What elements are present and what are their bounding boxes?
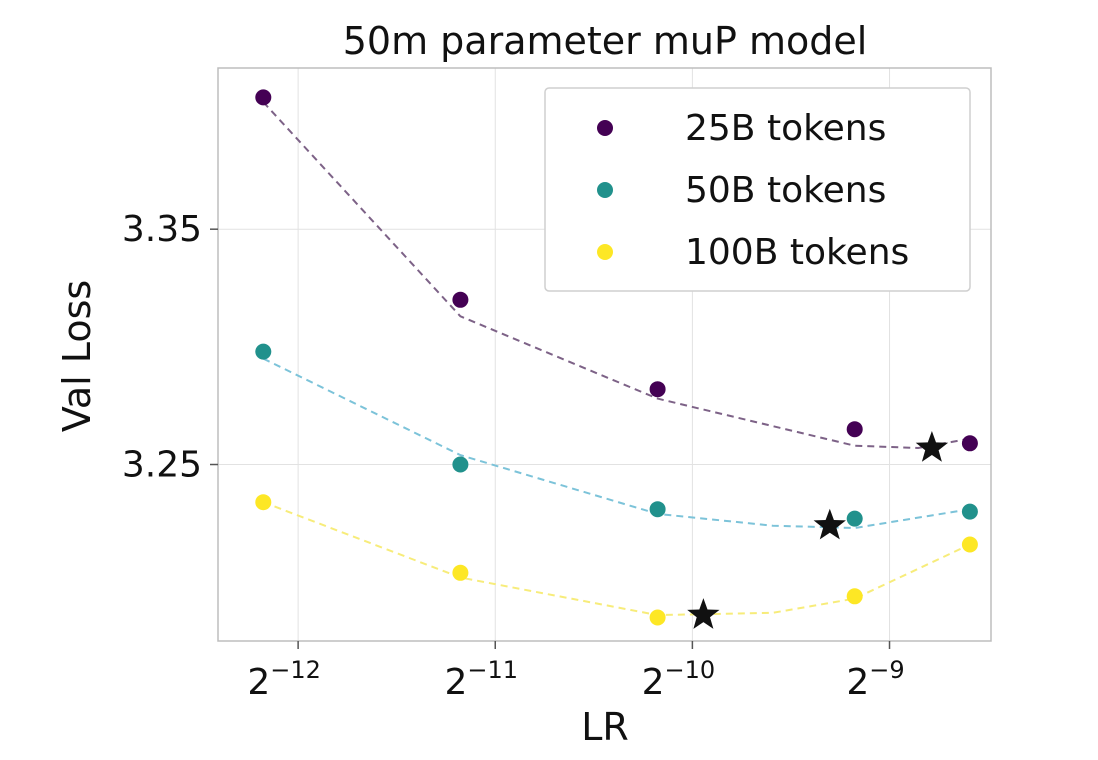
x-tick-base: 2 [444,662,467,703]
data-point-series-1 [649,501,666,518]
x-tick-base: 2 [846,662,869,703]
x-tick-base: 2 [247,662,270,703]
x-tick-label: 2−10 [642,656,716,703]
data-point-series-2 [452,564,469,581]
fit-curve-series-0 [262,101,971,450]
y-axis-ticks: 3.35 3.25 [122,209,218,486]
legend: 25B tokens 50B tokens 100B tokens [544,87,971,292]
fit-curve-series-1 [262,357,971,530]
x-tick-exponent: −9 [869,656,904,684]
x-tick-exponent: −11 [467,656,518,684]
plot-frame [217,67,992,642]
data-point-series-2 [255,494,272,511]
x-tick-base: 2 [642,662,665,703]
data-points [255,89,978,626]
optimum-star-series-1 [813,508,846,540]
data-point-series-0 [846,421,863,438]
legend-label-2: 100B tokens [685,232,909,273]
data-point-series-1 [961,503,978,520]
data-point-series-1 [846,510,863,527]
x-axis-ticks: 2−12 2−11 2−10 2−9 [247,641,905,703]
x-tick-exponent: −12 [270,656,321,684]
x-tick-label: 2−11 [444,656,518,703]
legend-box [544,87,971,292]
x-tick-exponent: −10 [665,656,716,684]
data-point-series-2 [846,588,863,605]
legend-marker-1 [597,182,613,198]
data-point-series-2 [649,609,666,626]
data-point-series-0 [452,291,469,308]
y-axis-label: Val Loss [55,280,99,432]
optimum-markers [687,431,949,629]
legend-marker-0 [597,120,613,136]
data-point-series-1 [255,343,272,360]
data-point-series-2 [961,536,978,553]
fit-curve-series-2 [262,501,971,617]
data-point-series-0 [255,89,272,106]
x-tick-label: 2−12 [247,656,321,703]
x-tick-label: 2−9 [846,656,904,703]
legend-label-1: 50B tokens [685,170,886,211]
legend-label-0: 25B tokens [685,108,886,149]
optimum-star-series-0 [915,431,949,462]
legend-marker-2 [597,244,613,260]
data-point-series-0 [649,381,666,398]
data-point-series-0 [961,435,978,452]
y-tick-label: 3.25 [122,445,202,486]
optimum-star-series-2 [687,598,720,629]
chart-title: 50m parameter muP model [343,19,868,63]
x-axis-label: LR [581,705,629,749]
fit-curves [262,101,971,617]
data-point-series-1 [452,456,469,473]
y-tick-label: 3.35 [122,209,202,250]
